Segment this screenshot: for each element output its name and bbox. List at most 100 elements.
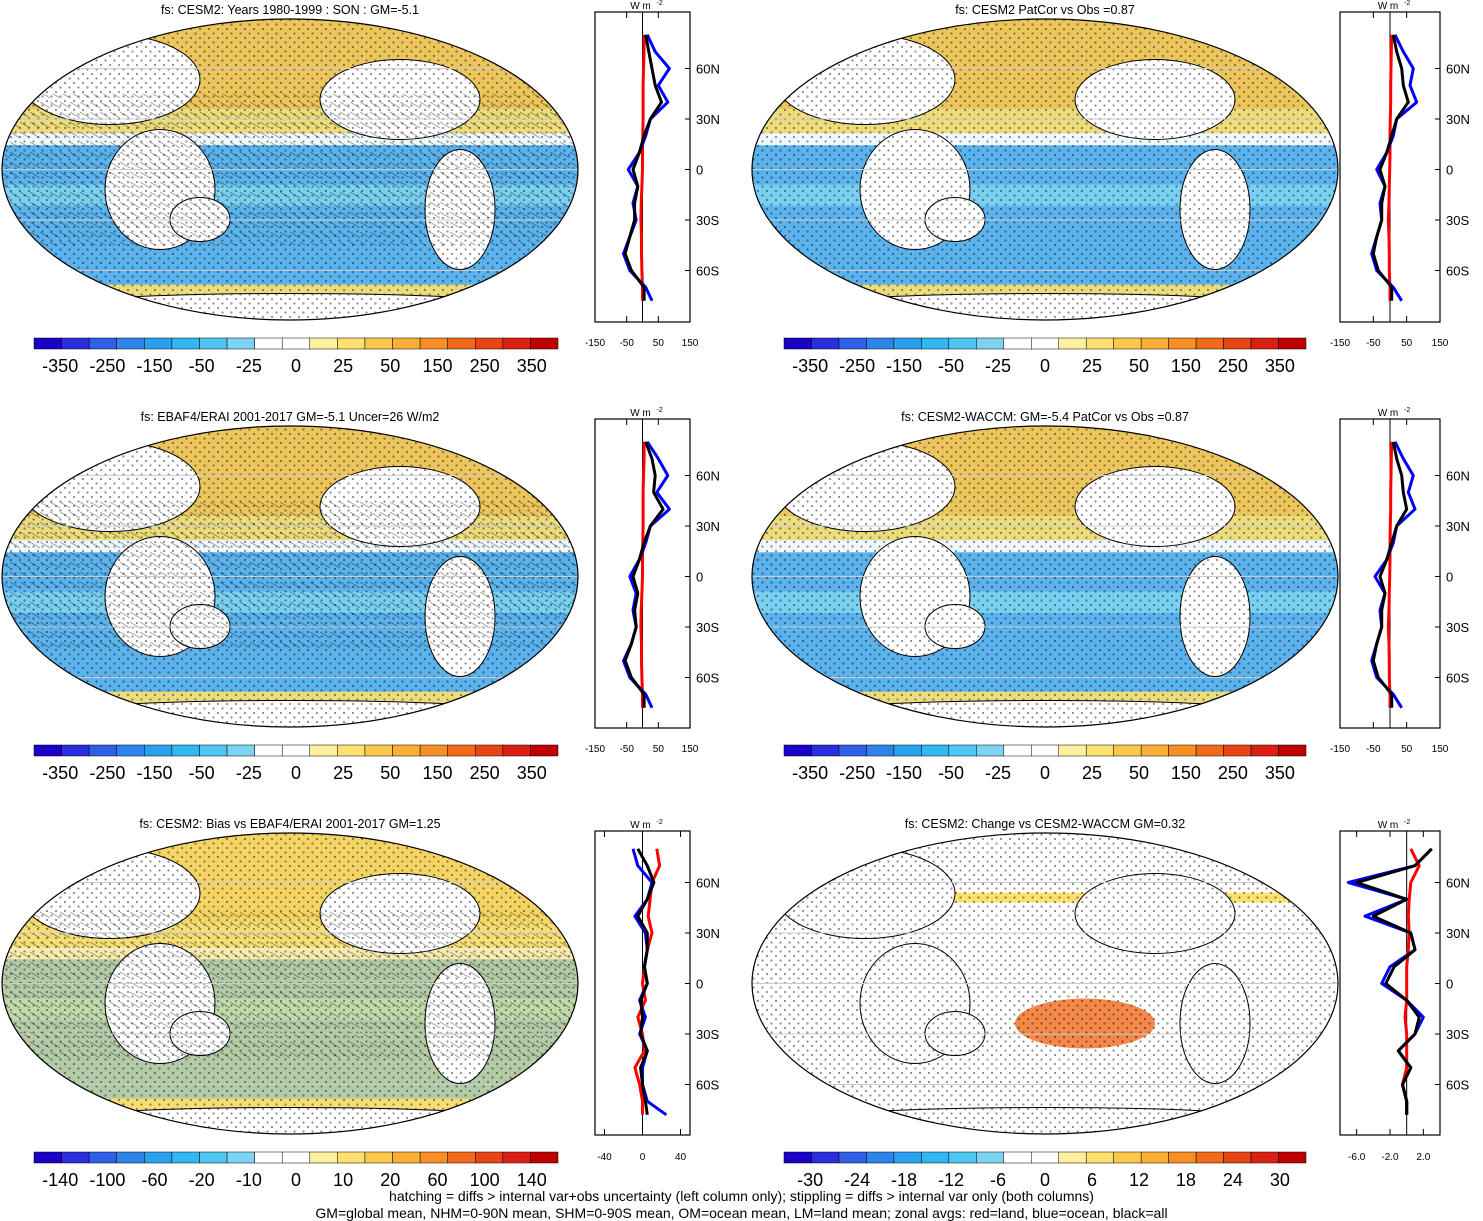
colorbar-tick-label: 25 [333, 763, 353, 783]
zonal-average: W m -2 60N 30N 0 30S 60S -150 -50 50 150 [1330, 407, 1470, 755]
colorbar-swatch [281, 337, 311, 350]
colorbar-swatch [309, 1151, 338, 1164]
colorbar-swatch [1195, 744, 1224, 757]
colorbar-swatch [392, 337, 421, 350]
colorbar-swatch [1031, 337, 1059, 350]
colorbar-swatch [309, 337, 338, 350]
colorbar-tick-label: -25 [985, 763, 1011, 783]
colorbar-swatch [1223, 744, 1252, 757]
colorbar-swatch [838, 744, 867, 757]
colorbar-tick-label: 30 [1270, 1170, 1290, 1190]
zonal-x-tick-label: -6.0 [1348, 1152, 1366, 1163]
colorbar-swatch [1003, 1151, 1032, 1164]
zonal-line-ocean [622, 440, 671, 709]
colorbar-tick-label: 350 [1265, 763, 1295, 783]
colorbar-swatch [447, 744, 476, 757]
lat-label: 30S [1446, 620, 1469, 635]
lat-label: 30N [1446, 926, 1470, 941]
colorbar-swatch [1058, 337, 1087, 350]
panel-3: fs: EBAF4/ERAI 2001-2017 GM=-5.1 Uncer=2… [1, 407, 720, 783]
panel-title: fs: CESM2: Bias vs EBAF4/ERAI 2001-2017 … [139, 817, 440, 831]
lat-label: 30S [696, 1027, 719, 1042]
zonal-x-tick-label: 150 [682, 338, 699, 349]
colorbar-swatch [811, 744, 840, 757]
lat-label: 60N [696, 876, 720, 891]
colorbar-tick-label: 250 [1218, 356, 1248, 376]
colorbar-tick-label: -60 [142, 1170, 168, 1190]
colorbar-swatch [783, 744, 812, 757]
zonal-x-tick-label: -150 [585, 338, 605, 349]
map-field [2, 833, 578, 1134]
colorbar-tick-label: 100 [470, 1170, 500, 1190]
colorbar-tick-label: -10 [236, 1170, 262, 1190]
panel-1: fs: CESM2: Years 1980-1999 : SON : GM=-5… [1, 0, 720, 376]
zonal-x-tick-label: -2.0 [1381, 1152, 1399, 1163]
colorbar-swatch [948, 1151, 977, 1164]
colorbar-swatch [1140, 1151, 1169, 1164]
colorbar-swatch [1031, 744, 1059, 757]
colorbar-tick-label: -18 [891, 1170, 917, 1190]
colorbar-swatch [1168, 1151, 1197, 1164]
lat-label: 30N [1446, 112, 1470, 127]
zonal-line-all [623, 441, 665, 708]
colorbar-swatch [811, 1151, 840, 1164]
zonal-line-all [1355, 847, 1433, 1115]
panel-title: fs: CESM2: Change vs CESM2-WACCM GM=0.32 [905, 817, 1186, 831]
colorbar-swatch [921, 744, 950, 757]
colorbar-swatch [866, 744, 895, 757]
zonal-x-tick-label: -50 [1366, 744, 1381, 755]
colorbar-tick-label: 0 [1040, 1170, 1050, 1190]
colorbar-swatch [502, 337, 531, 350]
colorbar-swatch [33, 744, 62, 757]
map-field [752, 833, 1338, 1134]
footer-line-2: GM=global mean, NHM=0-90N mean, SHM=0-90… [315, 1205, 1168, 1221]
map-outline [751, 832, 1339, 1135]
colorbar-swatch [838, 1151, 867, 1164]
colorbar-swatch [921, 1151, 950, 1164]
colorbar: -350 -250 -150 -50 -25 0 25 50 150 250 350 [33, 337, 559, 376]
zonal-x-tick-label: 150 [682, 744, 699, 755]
colorbar-swatch [811, 337, 840, 350]
lat-label: 60N [696, 62, 720, 77]
colorbar-swatch [866, 1151, 895, 1164]
panel-title: fs: CESM2 PatCor vs Obs =0.87 [955, 3, 1135, 17]
lat-label: 60S [1446, 671, 1469, 686]
colorbar-tick-label: 250 [470, 356, 500, 376]
colorbar-tick-label: 50 [1129, 763, 1149, 783]
colorbar-swatch [309, 744, 338, 757]
lat-label: 60N [1446, 876, 1470, 891]
lat-label: 30S [696, 620, 719, 635]
colorbar: -30 -24 -18 -12 -6 0 6 12 18 24 30 [783, 1151, 1307, 1190]
colorbar-swatch [199, 1151, 228, 1164]
colorbar-swatch [1278, 1151, 1307, 1164]
map-field [2, 426, 578, 727]
colorbar-swatch [1113, 744, 1142, 757]
zonal-units: W m [1378, 820, 1399, 831]
colorbar-swatch [392, 744, 421, 757]
colorbar-tick-label: 25 [333, 356, 353, 376]
colorbar-tick-label: 350 [517, 356, 547, 376]
colorbar-swatch [1085, 1151, 1114, 1164]
colorbar-swatch [783, 1151, 812, 1164]
colorbar-swatch [254, 1151, 283, 1164]
colorbar-swatch [226, 1151, 255, 1164]
colorbar-swatch [1250, 1151, 1279, 1164]
colorbar-swatch [281, 1151, 311, 1164]
zonal-line-all [1371, 34, 1410, 301]
colorbar-swatch [171, 337, 200, 350]
colorbar-tick-label: 150 [1171, 356, 1201, 376]
lat-label: 60N [1446, 469, 1470, 484]
colorbar-tick-label: -24 [844, 1170, 870, 1190]
lat-label: 0 [696, 977, 703, 992]
colorbar-swatch [1195, 337, 1224, 350]
colorbar-tick-label: 0 [291, 763, 301, 783]
colorbar-swatch [893, 337, 922, 350]
map-field [2, 19, 578, 320]
zonal-x-tick-label: 40 [675, 1152, 687, 1163]
lat-label: 60S [1446, 1078, 1469, 1093]
colorbar-tick-label: -50 [938, 356, 964, 376]
colorbar-swatch [144, 744, 173, 757]
map-outline [1, 18, 579, 321]
colorbar-tick-label: 250 [470, 763, 500, 783]
zonal-average: W m -2 60N 30N 0 30S 60S -6.0 -2.0 2.0 [1339, 819, 1470, 1163]
